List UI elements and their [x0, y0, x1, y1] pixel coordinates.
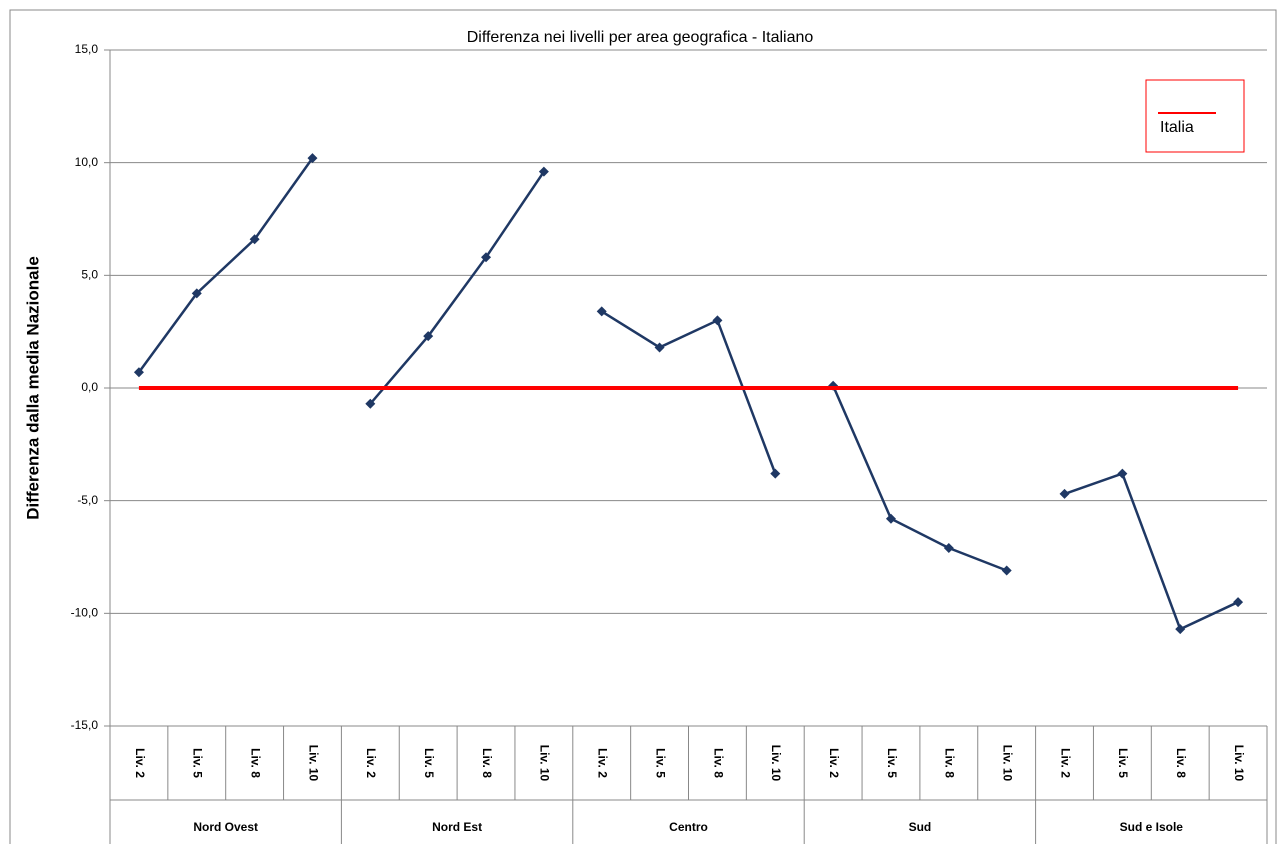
series-line	[601, 310, 777, 475]
marker	[191, 288, 202, 299]
marker	[307, 153, 318, 164]
y-tick-label: 5,0	[81, 268, 98, 282]
chart-title: Differenza nei livelli per area geografi…	[467, 29, 814, 46]
x-tick-label: Liv. 5	[653, 748, 667, 778]
x-tick-label: Liv. 2	[1058, 748, 1072, 778]
x-tick-label: Liv. 2	[364, 748, 378, 778]
x-tick-label: Liv. 8	[1174, 748, 1188, 778]
marker	[423, 331, 434, 342]
series-line	[1064, 472, 1239, 631]
y-tick-label: -15,0	[71, 718, 99, 732]
marker	[770, 468, 781, 479]
x-tick-label: Liv. 2	[133, 748, 147, 778]
series-line	[831, 385, 1008, 572]
x-tick-label: Liv. 5	[885, 748, 899, 778]
marker	[481, 252, 492, 263]
x-tick-label: Liv. 10	[306, 745, 320, 782]
group-label: Nord Ovest	[193, 820, 258, 834]
marker	[1233, 597, 1244, 608]
marker	[1059, 488, 1070, 499]
marker	[1175, 624, 1186, 635]
y-tick-label: -5,0	[77, 493, 98, 507]
chart-frame	[9, 9, 1277, 844]
marker	[654, 342, 665, 353]
x-tick-label: Liv. 5	[1116, 748, 1130, 778]
x-tick-label: Liv. 10	[1001, 745, 1015, 782]
x-tick-label: Liv. 8	[248, 748, 262, 778]
marker	[365, 398, 376, 409]
group-label: Sud	[909, 820, 932, 834]
group-label: Sud e Isole	[1120, 820, 1184, 834]
y-axis-label: Differenza dalla media Nazionale	[23, 256, 42, 520]
marker	[596, 306, 607, 317]
x-tick-label: Liv. 8	[943, 748, 957, 778]
x-tick-label: Liv. 2	[596, 748, 610, 778]
marker	[1117, 468, 1128, 479]
group-label: Nord Est	[432, 820, 482, 834]
x-tick-label: Liv. 5	[191, 748, 205, 778]
x-tick-label: Liv. 10	[1232, 745, 1246, 782]
x-tick-label: Liv. 8	[480, 748, 494, 778]
x-tick-label: Liv. 5	[422, 748, 436, 778]
x-tick-label: Liv. 8	[711, 748, 725, 778]
marker	[1001, 565, 1012, 576]
marker	[133, 367, 144, 378]
series-line	[137, 157, 314, 373]
marker	[538, 166, 549, 177]
group-label: Centro	[669, 820, 708, 834]
legend-box	[1145, 79, 1245, 153]
marker	[712, 315, 723, 326]
y-tick-label: 15,0	[75, 42, 99, 56]
y-tick-label: 0,0	[81, 380, 98, 394]
series-line	[369, 170, 545, 405]
marker	[249, 234, 260, 245]
x-tick-label: Liv. 2	[827, 748, 841, 778]
x-tick-label: Liv. 10	[538, 745, 552, 782]
marker	[885, 513, 896, 524]
marker	[943, 542, 954, 553]
legend-label: Italia	[1160, 119, 1194, 136]
y-tick-label: 10,0	[75, 155, 99, 169]
y-tick-label: -10,0	[71, 606, 99, 620]
x-tick-label: Liv. 10	[769, 745, 783, 782]
